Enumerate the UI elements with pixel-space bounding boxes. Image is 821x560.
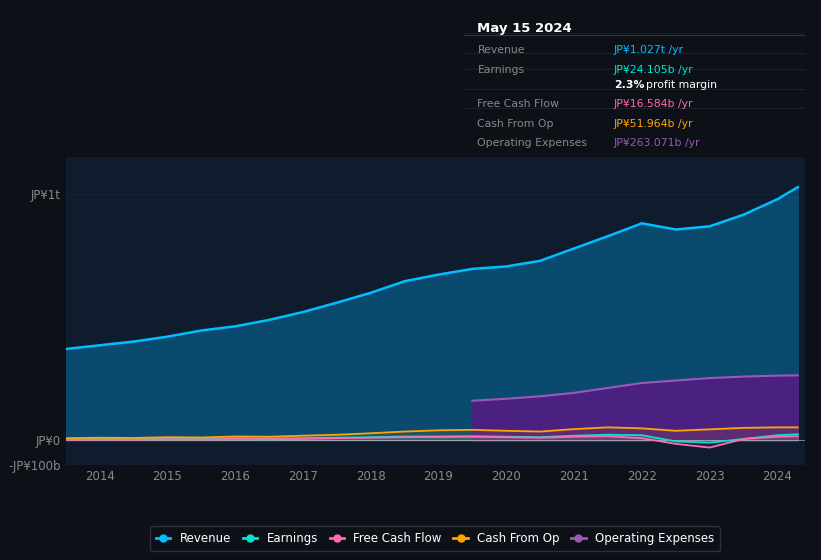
Text: JP¥263.071b /yr: JP¥263.071b /yr	[614, 138, 700, 148]
Text: profit margin: profit margin	[646, 80, 718, 90]
Text: Revenue: Revenue	[478, 45, 525, 55]
Text: JP¥24.105b /yr: JP¥24.105b /yr	[614, 64, 694, 74]
Text: Free Cash Flow: Free Cash Flow	[478, 100, 559, 110]
Text: Operating Expenses: Operating Expenses	[478, 138, 588, 148]
Text: JP¥51.964b /yr: JP¥51.964b /yr	[614, 119, 693, 129]
Text: Cash From Op: Cash From Op	[478, 119, 554, 129]
Text: 2.3%: 2.3%	[614, 80, 644, 90]
Text: JP¥16.584b /yr: JP¥16.584b /yr	[614, 100, 693, 110]
Legend: Revenue, Earnings, Free Cash Flow, Cash From Op, Operating Expenses: Revenue, Earnings, Free Cash Flow, Cash …	[150, 526, 720, 551]
Text: May 15 2024: May 15 2024	[478, 22, 572, 35]
Text: Earnings: Earnings	[478, 64, 525, 74]
Text: JP¥1.027t /yr: JP¥1.027t /yr	[614, 45, 684, 55]
